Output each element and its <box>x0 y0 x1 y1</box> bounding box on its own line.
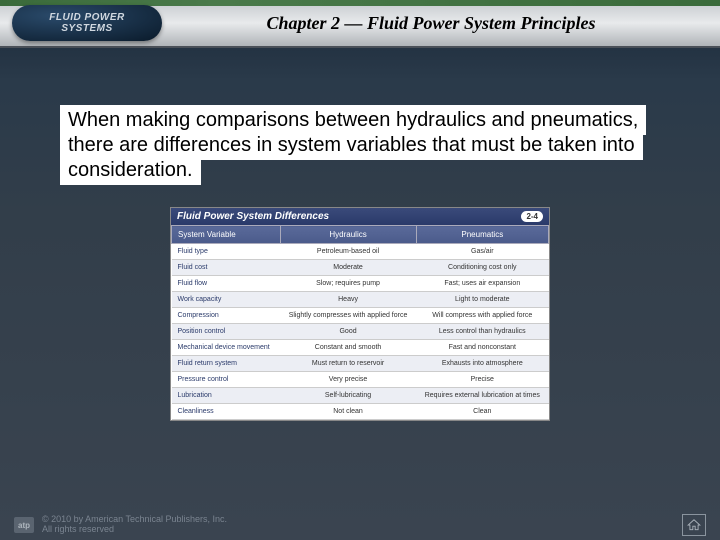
row-hydraulics: Good <box>280 324 416 340</box>
row-variable: Pressure control <box>172 372 281 388</box>
row-hydraulics: Not clean <box>280 404 416 420</box>
row-variable: Fluid flow <box>172 276 281 292</box>
col-header: System Variable <box>172 226 281 244</box>
table-row: Fluid typePetroleum-based oilGas/air <box>172 244 549 260</box>
publisher-logo: atp <box>14 517 34 533</box>
row-hydraulics: Must return to reservoir <box>280 356 416 372</box>
home-button[interactable] <box>682 514 706 536</box>
table-row: Fluid flowSlow; requires pumpFast; uses … <box>172 276 549 292</box>
row-pneumatics: Fast; uses air expansion <box>416 276 548 292</box>
row-variable: Cleanliness <box>172 404 281 420</box>
brand-logo-text: FLUID POWER SYSTEMS <box>49 12 125 34</box>
table-row: Position controlGoodLess control than hy… <box>172 324 549 340</box>
row-variable: Fluid type <box>172 244 281 260</box>
table-row: LubricationSelf-lubricatingRequires exte… <box>172 388 549 404</box>
body-paragraph: When making comparisons between hydrauli… <box>60 108 660 183</box>
row-pneumatics: Will compress with applied force <box>416 308 548 324</box>
row-variable: Fluid return system <box>172 356 281 372</box>
row-pneumatics: Requires external lubrication at times <box>416 388 548 404</box>
home-icon <box>687 518 701 532</box>
col-header: Pneumatics <box>416 226 548 244</box>
row-pneumatics: Conditioning cost only <box>416 260 548 276</box>
row-hydraulics: Moderate <box>280 260 416 276</box>
brand-logo: FLUID POWER SYSTEMS <box>12 5 162 41</box>
row-pneumatics: Fast and nonconstant <box>416 340 548 356</box>
row-variable: Work capacity <box>172 292 281 308</box>
row-hydraulics: Very precise <box>280 372 416 388</box>
chapter-title: Chapter 2 — Fluid Power System Principle… <box>162 13 720 34</box>
footer-left: atp © 2010 by American Technical Publish… <box>14 515 227 535</box>
slide-content: When making comparisons between hydrauli… <box>0 48 720 441</box>
figure-title-bar: Fluid Power System Differences 2-4 <box>171 208 549 225</box>
row-hydraulics: Heavy <box>280 292 416 308</box>
table-row: Work capacityHeavyLight to moderate <box>172 292 549 308</box>
row-hydraulics: Slow; requires pump <box>280 276 416 292</box>
comparison-table: System Variable Hydraulics Pneumatics Fl… <box>171 225 549 420</box>
row-hydraulics: Self-lubricating <box>280 388 416 404</box>
figure-title: Fluid Power System Differences <box>177 211 329 222</box>
row-hydraulics: Petroleum-based oil <box>280 244 416 260</box>
row-hydraulics: Constant and smooth <box>280 340 416 356</box>
row-hydraulics: Slightly compresses with applied force <box>280 308 416 324</box>
row-variable: Position control <box>172 324 281 340</box>
table-row: Fluid costModerateConditioning cost only <box>172 260 549 276</box>
copyright-text: © 2010 by American Technical Publishers,… <box>42 515 227 535</box>
footer-bar: atp © 2010 by American Technical Publish… <box>0 510 720 540</box>
row-variable: Compression <box>172 308 281 324</box>
table-row: Mechanical device movementConstant and s… <box>172 340 549 356</box>
table-row: CleanlinessNot cleanClean <box>172 404 549 420</box>
row-pneumatics: Light to moderate <box>416 292 548 308</box>
comparison-figure: Fluid Power System Differences 2-4 Syste… <box>170 207 550 421</box>
header-bar: FLUID POWER SYSTEMS Chapter 2 — Fluid Po… <box>0 0 720 48</box>
row-pneumatics: Gas/air <box>416 244 548 260</box>
row-pneumatics: Exhausts into atmosphere <box>416 356 548 372</box>
row-pneumatics: Less control than hydraulics <box>416 324 548 340</box>
row-pneumatics: Precise <box>416 372 548 388</box>
body-paragraph-text: When making comparisons between hydrauli… <box>60 105 646 185</box>
table-row: Fluid return systemMust return to reserv… <box>172 356 549 372</box>
table-row: Pressure controlVery precisePrecise <box>172 372 549 388</box>
row-variable: Lubrication <box>172 388 281 404</box>
row-variable: Mechanical device movement <box>172 340 281 356</box>
row-pneumatics: Clean <box>416 404 548 420</box>
col-header: Hydraulics <box>280 226 416 244</box>
figure-number: 2-4 <box>521 211 543 222</box>
table-row: CompressionSlightly compresses with appl… <box>172 308 549 324</box>
table-header-row: System Variable Hydraulics Pneumatics <box>172 226 549 244</box>
row-variable: Fluid cost <box>172 260 281 276</box>
